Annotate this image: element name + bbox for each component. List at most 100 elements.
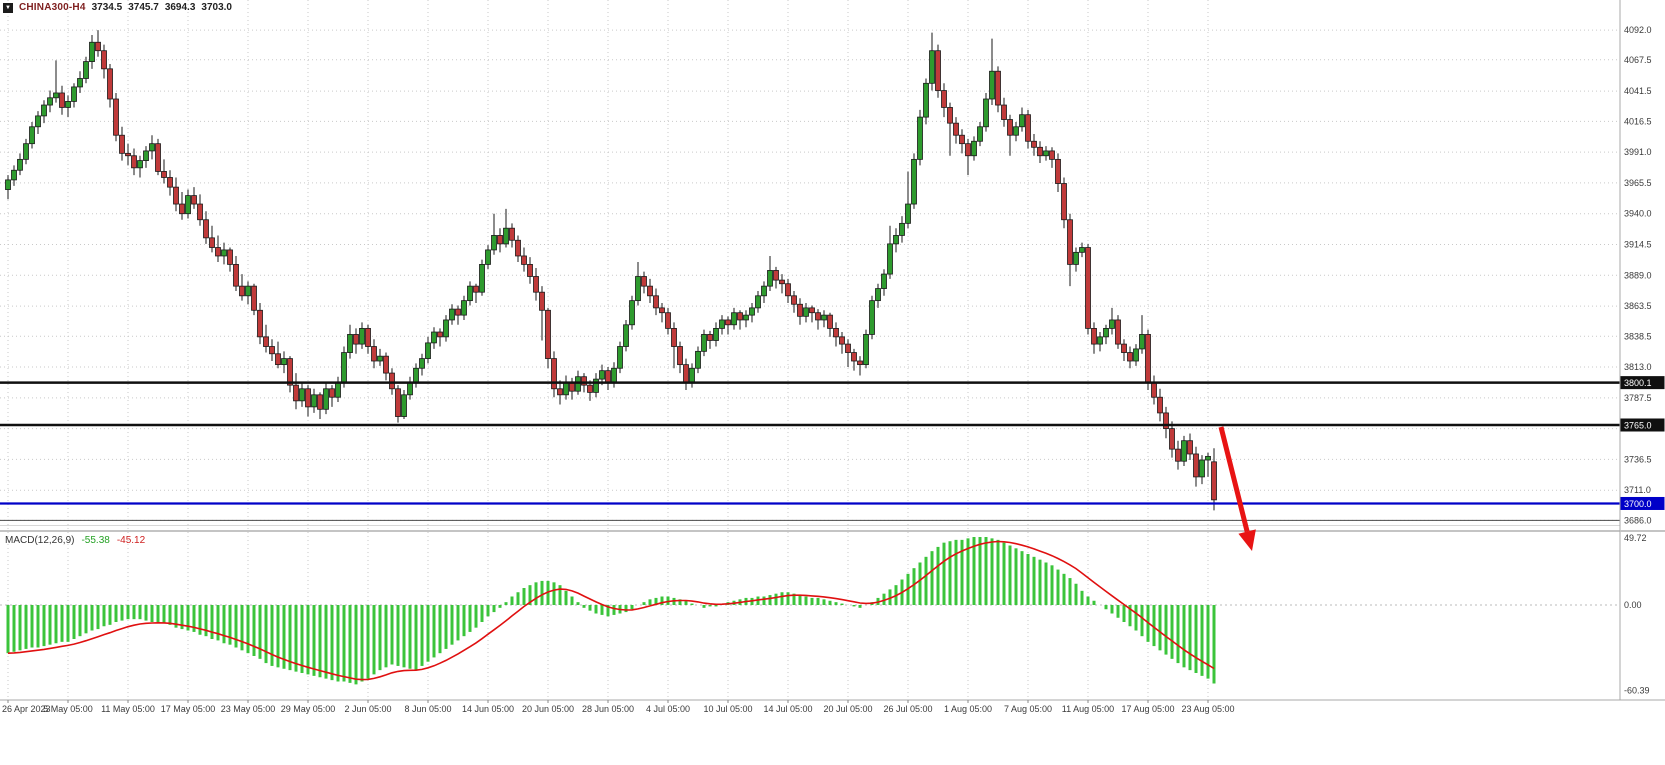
- candle-down: [287, 358, 293, 386]
- time-tick-label: 29 May 05:00: [281, 704, 336, 714]
- candle-down: [773, 270, 779, 281]
- candle-up: [989, 70, 995, 100]
- candle-down: [203, 219, 209, 239]
- axis-splitter: [1620, 530, 1665, 532]
- candle-up: [311, 394, 317, 408]
- candle-up: [449, 308, 455, 321]
- time-tick-label: 2 Jun 05:00: [344, 704, 391, 714]
- candle-down: [1091, 328, 1097, 345]
- candle-down: [1049, 150, 1055, 160]
- price-tick-label: 3940.0: [1624, 209, 1652, 219]
- candle-down: [383, 355, 389, 374]
- candle-down: [809, 307, 815, 314]
- candle-up: [905, 203, 911, 224]
- price-tick-label: 4092.0: [1624, 25, 1652, 35]
- candle-down: [497, 235, 503, 245]
- candle-up: [1097, 336, 1103, 345]
- candle-down: [527, 264, 533, 277]
- time-tick-label: 26 Jul 05:00: [883, 704, 932, 714]
- candle-up: [593, 378, 599, 393]
- candle-down: [1067, 219, 1073, 265]
- candle-down: [707, 334, 713, 341]
- price-line-label-box: [1620, 496, 1665, 510]
- symbol-name: CHINA300-H4: [18, 2, 86, 13]
- price-chart-plot-area[interactable]: [0, 0, 1620, 530]
- price-tick-label: 3965.5: [1624, 178, 1652, 188]
- candle-up: [71, 86, 77, 102]
- price-tick-label: 4041.5: [1624, 86, 1652, 96]
- time-tick-label: 28 Jun 05:00: [582, 704, 634, 714]
- price-tick-label: 3813.0: [1624, 362, 1652, 372]
- candle-down: [269, 346, 275, 355]
- candle-down: [959, 134, 965, 145]
- candle-down: [851, 352, 857, 362]
- candle-up: [743, 314, 749, 321]
- macd-indicator-pane[interactable]: [0, 533, 1620, 698]
- candle-up: [137, 160, 143, 169]
- candle-down: [587, 384, 593, 393]
- candle-up: [1109, 319, 1115, 329]
- time-tick-label: 17 May 05:00: [161, 704, 216, 714]
- price-tick-label: 3686.0: [1624, 515, 1652, 525]
- candle-up: [803, 307, 809, 317]
- trend-arrow-shaft[interactable]: [1218, 426, 1250, 533]
- candle-down: [263, 336, 269, 347]
- symbol-dropdown-icon[interactable]: ▼: [3, 2, 13, 13]
- candle-up: [881, 273, 887, 289]
- candle-up: [299, 388, 305, 402]
- candle-up: [77, 78, 83, 88]
- candle-down: [389, 372, 395, 390]
- trend-arrow-head[interactable]: [1238, 529, 1256, 551]
- candle-up: [929, 50, 935, 84]
- time-tick-label: 17 Aug 05:00: [1121, 704, 1174, 714]
- candle-up: [623, 324, 629, 347]
- candle-up: [29, 126, 35, 145]
- candle-down: [215, 247, 221, 257]
- time-tick-label: 11 Aug 05:00: [1062, 704, 1114, 714]
- candle-down: [791, 295, 797, 305]
- candle-down: [305, 388, 311, 408]
- candle-down: [641, 276, 647, 287]
- candle-down: [395, 388, 401, 417]
- candle-down: [209, 237, 215, 248]
- candle-down: [1211, 461, 1217, 501]
- time-tick-label: 7 Aug 05:00: [1004, 704, 1052, 714]
- symbol-info-bar: ▼ CHINA300-H4 3734.5 3745.7 3694.3 3703.…: [3, 2, 232, 13]
- candle-up: [629, 300, 635, 326]
- candle-down: [179, 203, 185, 215]
- candle-up: [431, 331, 437, 344]
- candle-down: [1187, 440, 1193, 455]
- candle-up: [617, 346, 623, 369]
- candle-up: [419, 358, 425, 369]
- candle-up: [485, 249, 491, 265]
- pane-splitter[interactable]: [0, 530, 1665, 532]
- candle-down: [551, 358, 557, 390]
- candle-up: [479, 264, 485, 293]
- candle-down: [473, 285, 479, 293]
- candle-down: [275, 353, 281, 366]
- candle-up: [923, 82, 929, 118]
- candle-down: [833, 328, 839, 338]
- price-line-label-box: [1620, 418, 1665, 432]
- candle-down: [737, 312, 743, 321]
- ohlc-open-value: 3734.5: [91, 2, 123, 13]
- candle-up: [149, 143, 155, 152]
- candle-up: [323, 388, 329, 410]
- candle-up: [461, 300, 467, 316]
- candle-up: [401, 394, 407, 417]
- candle-down: [251, 285, 257, 311]
- candle-down: [1025, 114, 1031, 142]
- candle-up: [1139, 334, 1145, 350]
- macd-tick-label: 0.00: [1624, 600, 1642, 610]
- time-tick-label: 1 Aug 05:00: [944, 704, 992, 714]
- time-tick-label: 20 Jun 05:00: [522, 704, 574, 714]
- candle-down: [293, 384, 299, 402]
- time-axis[interactable]: [0, 700, 1665, 720]
- candle-down: [659, 307, 665, 314]
- candle-up: [911, 158, 917, 205]
- time-tick-label: 14 Jun 05:00: [462, 704, 514, 714]
- ohlc-low-value: 3694.3: [164, 2, 196, 13]
- macd-tick-label: -60.39: [1624, 686, 1650, 696]
- candle-up: [1013, 126, 1019, 136]
